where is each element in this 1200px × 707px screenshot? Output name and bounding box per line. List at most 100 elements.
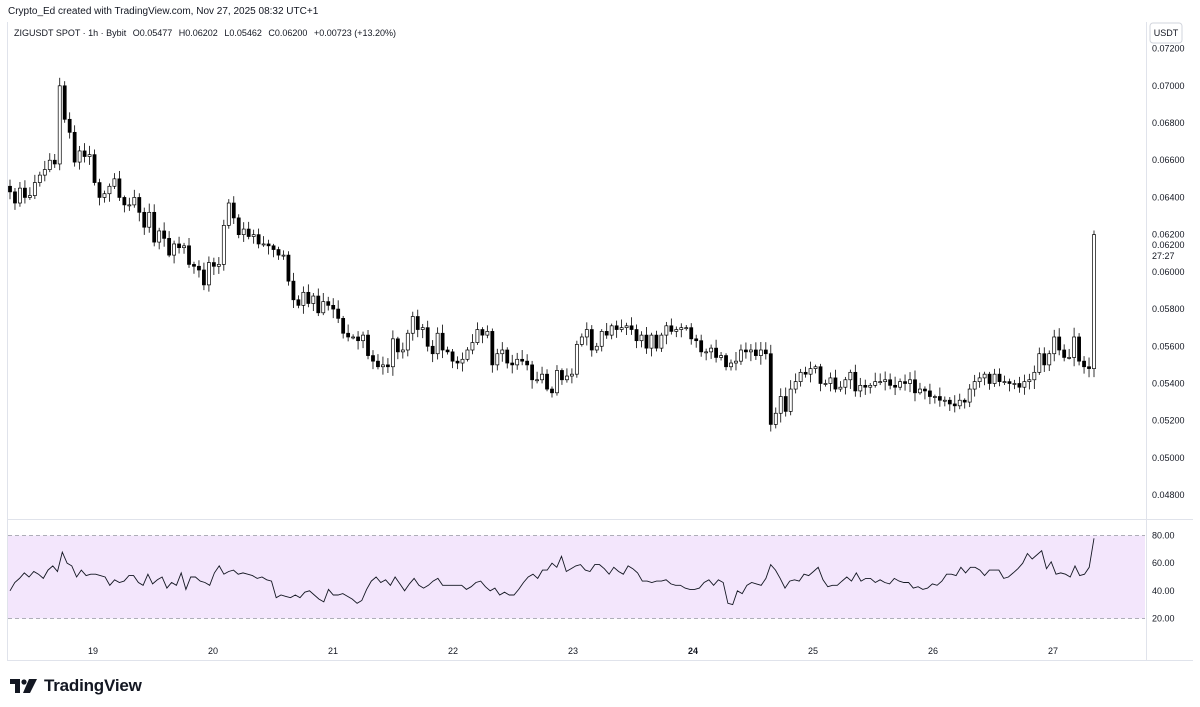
candle-body: [1082, 360, 1086, 368]
candle-body: [1077, 336, 1081, 362]
candle-body: [833, 377, 838, 390]
candle-body: [27, 195, 32, 198]
candle-body: [1037, 353, 1042, 373]
candles: [8, 77, 1096, 432]
candle-body: [923, 388, 927, 392]
candle-body: [381, 364, 385, 368]
candle-body: [1012, 383, 1017, 385]
rsi-line: [9, 538, 1095, 606]
candle-body: [858, 384, 863, 392]
candle-body: [744, 349, 748, 353]
candle-body: [137, 197, 142, 213]
price-tick-label: 0.06400: [1152, 192, 1185, 202]
candle-body: [72, 131, 77, 163]
candle-body: [450, 351, 455, 362]
candle-body: [445, 349, 450, 353]
candle-body: [67, 118, 72, 133]
candle-body: [266, 243, 271, 247]
candle-body: [1052, 336, 1057, 355]
candle-body: [952, 403, 957, 407]
candle-body: [241, 228, 246, 236]
candle-body: [281, 254, 286, 257]
time-tick-label: 24: [688, 646, 698, 656]
candle-body: [574, 344, 579, 375]
candle-body: [261, 243, 266, 246]
chart-credit: Crypto_Ed created with TradingView.com, …: [8, 6, 319, 17]
candle-body: [415, 316, 420, 330]
candle-body: [798, 371, 803, 382]
candle-body: [888, 379, 893, 386]
candle-body: [92, 154, 97, 183]
candle-body: [356, 336, 360, 342]
candle-body: [694, 338, 699, 342]
candle-body: [689, 327, 694, 340]
candle-body: [803, 371, 808, 375]
candle-body: [296, 299, 301, 306]
candle-body: [783, 396, 788, 412]
candle-body: [848, 371, 853, 381]
time-tick-label: 20: [208, 646, 218, 656]
candle-body: [898, 381, 902, 388]
candle-body: [644, 334, 649, 349]
candle-body: [102, 193, 107, 198]
candle-body: [758, 349, 763, 356]
candle-body: [853, 371, 858, 392]
candle-body: [753, 349, 758, 356]
ohlc-high: H0.06202: [178, 28, 218, 38]
candle-body: [530, 364, 535, 381]
candle-body: [977, 377, 982, 382]
candle-body: [117, 178, 122, 198]
price-tick-label: 0.06800: [1152, 118, 1185, 128]
candle-body: [719, 355, 723, 358]
candle-body: [435, 332, 440, 355]
symbol-legend: ZIGUSDT SPOT · 1h · Bybit O0.05477 H0.06…: [14, 28, 400, 38]
candle-body: [614, 325, 619, 330]
candle-body: [42, 169, 47, 176]
candle-body: [246, 228, 251, 237]
candle-body: [465, 349, 470, 360]
candle-body: [157, 230, 162, 243]
candle-body: [883, 379, 888, 382]
candle-body: [972, 381, 977, 390]
candle-body: [714, 347, 718, 358]
time-tick-label: 23: [568, 646, 578, 656]
candle-body: [734, 360, 738, 364]
rsi-band: [8, 535, 1145, 619]
candle-body: [664, 325, 669, 336]
candle-body: [1047, 353, 1052, 366]
candle-body: [937, 396, 942, 401]
candle-body: [376, 360, 380, 368]
candle-body: [425, 327, 430, 347]
candle-body: [843, 379, 848, 388]
candle-body: [495, 353, 500, 366]
candle-body: [813, 366, 818, 369]
time-tick-label: 22: [448, 646, 458, 656]
tradingview-logo[interactable]: TradingView: [10, 676, 142, 696]
candle-body: [351, 336, 355, 339]
candle-body: [674, 329, 679, 332]
candle-body: [997, 373, 1002, 382]
price-axis-ticks: 0.04800 0.05000 0.05200 0.05400 0.05600 0.058…: [1152, 44, 1185, 501]
candle-body: [321, 301, 326, 314]
candle-body: [366, 334, 370, 356]
currency-box[interactable]: [1149, 22, 1183, 44]
candle-body: [405, 332, 410, 351]
candle-body: [555, 370, 559, 394]
candle-body: [634, 329, 639, 342]
price-tick-label: 0.05200: [1152, 416, 1185, 426]
candle-body: [987, 373, 992, 384]
candle-body: [192, 264, 196, 267]
candle-body: [569, 373, 574, 377]
time-tick-label: 27: [1048, 646, 1058, 656]
candle-body: [773, 412, 778, 425]
symbol-title: ZIGUSDT SPOT · 1h · Bybit: [14, 28, 127, 38]
last-price-label: 0.06200: [1152, 240, 1185, 250]
candle-body: [1092, 234, 1096, 369]
candle-body: [967, 388, 972, 403]
candle-body: [992, 373, 997, 384]
candle-body: [1017, 383, 1022, 388]
candle-body: [172, 243, 176, 256]
candle-body: [1007, 381, 1012, 384]
price-tick-label: 0.04800: [1152, 490, 1185, 500]
